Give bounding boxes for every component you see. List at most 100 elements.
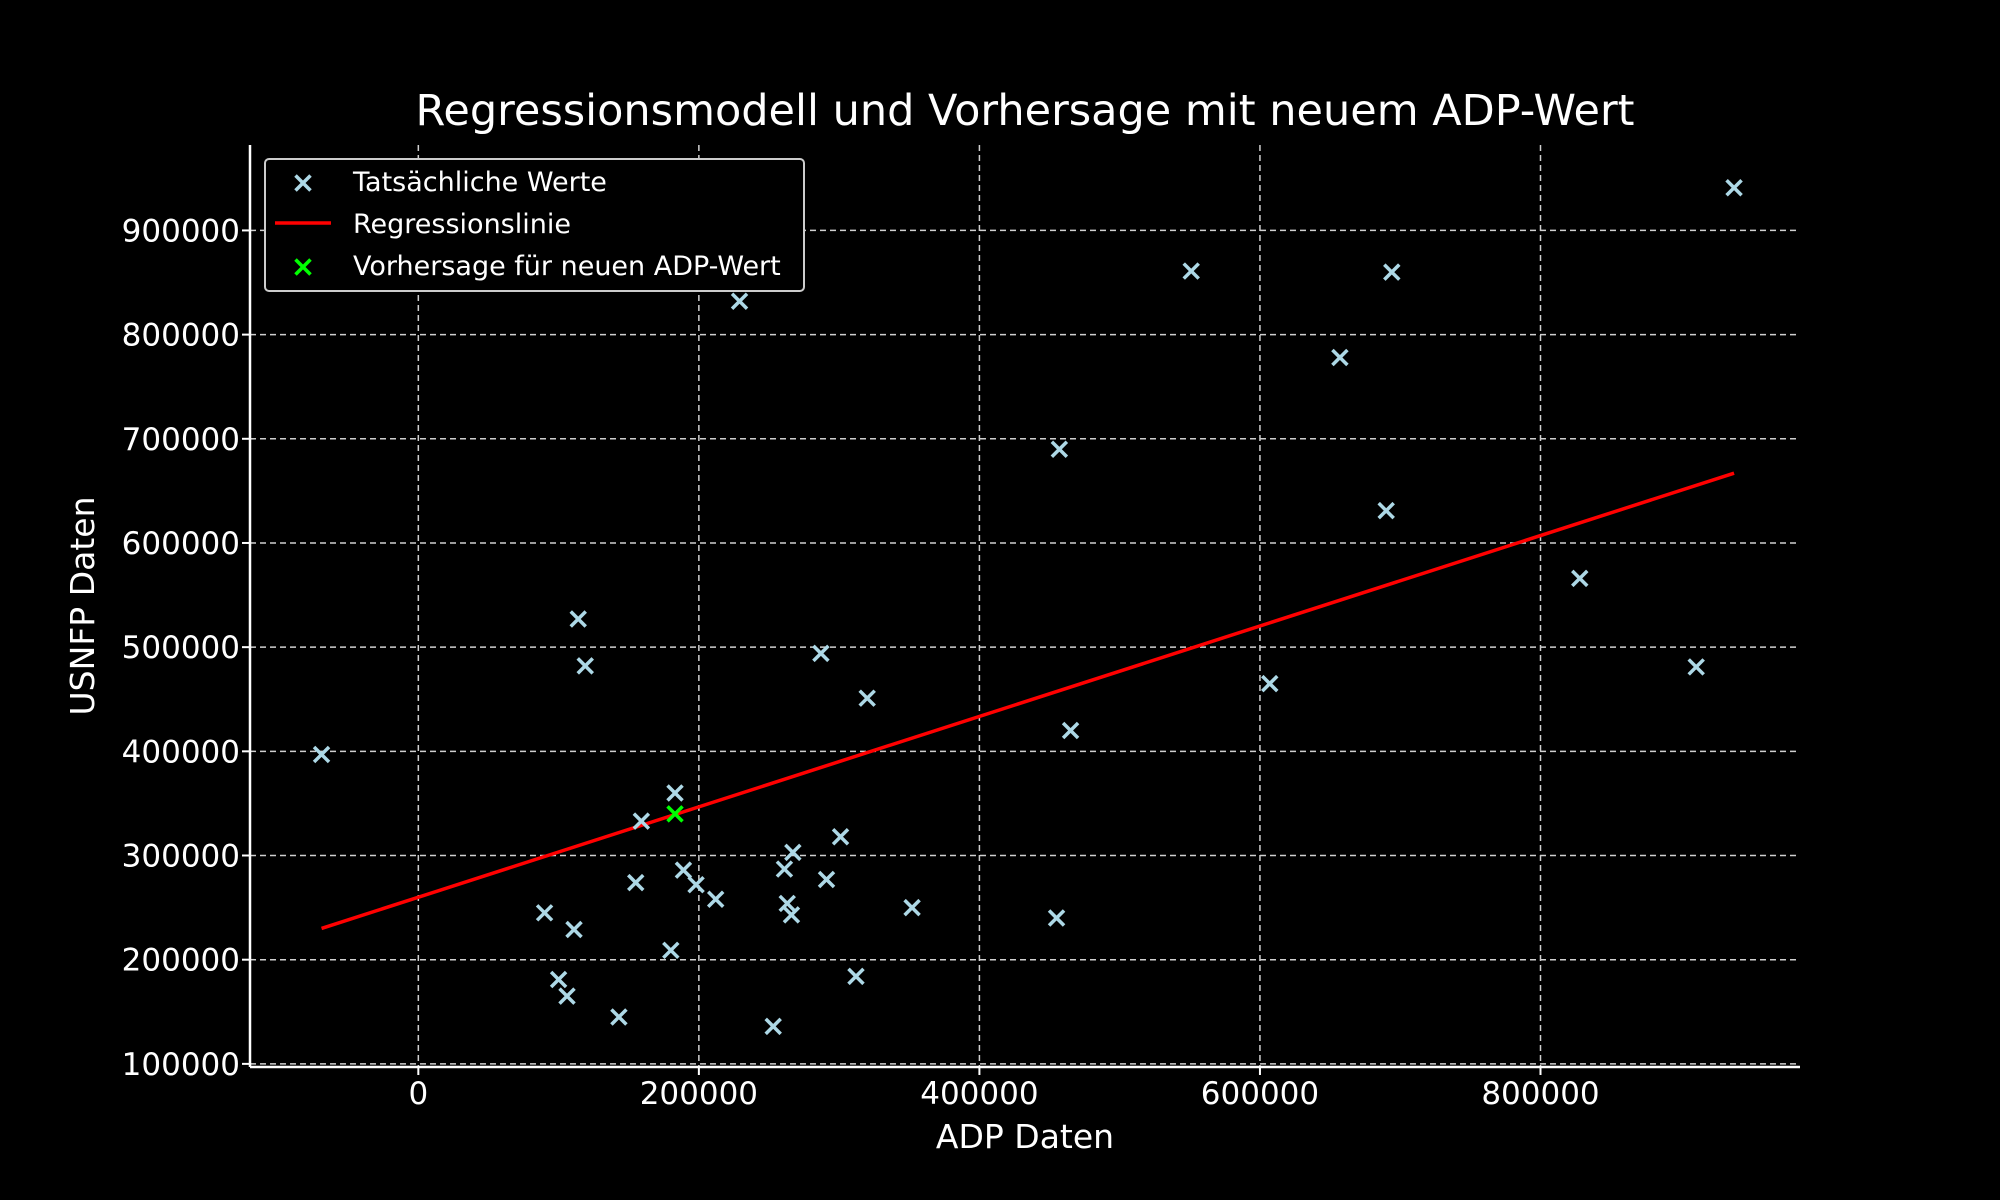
- y-tick-label: 200000: [122, 943, 240, 979]
- x-marker-stroke: [1261, 674, 1279, 693]
- x-marker-stroke: [1182, 262, 1200, 280]
- y-tick-label: 900000: [122, 213, 240, 249]
- data-point: [569, 610, 587, 628]
- scatter-layer: [312, 178, 1743, 1036]
- y-tick-label: 600000: [122, 526, 240, 562]
- x-marker-stroke: [1687, 658, 1705, 676]
- legend-label-prediction: Vorhersage für neuen ADP-Wert: [353, 251, 781, 282]
- legend-label-actual: Tatsächliche Werte: [352, 167, 607, 198]
- x-marker-stroke: [1571, 569, 1589, 588]
- data-point: [847, 967, 865, 986]
- x-marker-stroke: [294, 174, 312, 192]
- x-marker-stroke: [858, 689, 876, 707]
- x-marker-stroke: [632, 812, 651, 830]
- x-ticks: 0 200000 400000 600000 800000: [408, 1067, 1600, 1112]
- regression-line: [321, 471, 1735, 931]
- data-point: [831, 828, 850, 846]
- x-marker-stroke: [627, 873, 645, 892]
- x-marker-stroke: [666, 784, 684, 802]
- data-point: [903, 898, 921, 917]
- legend: Tatsächliche Werte Regressionslinie Vorh…: [264, 158, 805, 292]
- data-point: [662, 941, 680, 960]
- data-point: [858, 689, 876, 707]
- x-marker-stroke: [847, 967, 865, 986]
- y-ticks: 100000 200000 300000 400000 500000 600000 7000…: [122, 213, 250, 1083]
- data-point: [817, 870, 836, 889]
- y-tick-label: 300000: [122, 839, 240, 875]
- data-point: [1687, 658, 1705, 676]
- x-marker-stroke: [569, 610, 587, 628]
- x-marker-stroke: [687, 875, 705, 894]
- y-tick-label: 800000: [122, 318, 240, 354]
- data-point: [674, 861, 693, 879]
- legend-box: [264, 158, 805, 292]
- data-point: [549, 970, 568, 989]
- x-marker-stroke: [817, 870, 836, 889]
- data-point: [1383, 263, 1401, 281]
- data-point: [764, 1017, 782, 1036]
- prediction-point: [666, 805, 684, 823]
- data-point: [1182, 262, 1200, 280]
- data-point: [730, 292, 749, 311]
- x-tick-label: 600000: [1201, 1076, 1319, 1112]
- legend-x-marker: [294, 258, 312, 276]
- x-marker-stroke: [662, 941, 680, 960]
- data-point: [610, 1008, 628, 1026]
- data-point: [1261, 674, 1279, 693]
- y-tick-label: 100000: [122, 1047, 240, 1083]
- data-point: [1331, 348, 1349, 367]
- x-marker-stroke: [294, 258, 312, 276]
- x-marker-stroke: [706, 890, 725, 909]
- x-tick-label: 0: [408, 1076, 428, 1112]
- legend-item-actual: Tatsächliche Werte: [294, 167, 607, 198]
- data-point: [535, 904, 554, 922]
- legend-marker-prediction: [294, 258, 312, 276]
- x-marker-stroke: [1331, 348, 1349, 367]
- x-marker-stroke: [1047, 909, 1066, 927]
- x-marker-stroke: [775, 860, 794, 878]
- regression-layer: [321, 471, 1735, 931]
- legend-marker-actual: [294, 174, 312, 192]
- x-tick-label: 800000: [1481, 1076, 1599, 1112]
- x-marker-stroke: [558, 987, 576, 1005]
- data-point: [775, 860, 794, 878]
- data-point: [784, 843, 802, 862]
- x-marker-stroke: [666, 805, 684, 823]
- x-marker-stroke: [1061, 721, 1080, 740]
- y-tick-label: 700000: [122, 422, 240, 458]
- x-marker-stroke: [730, 292, 749, 311]
- data-point: [812, 644, 830, 663]
- data-point: [778, 894, 796, 913]
- data-point: [1050, 440, 1069, 458]
- x-marker-stroke: [674, 861, 693, 879]
- x-marker-stroke: [549, 970, 568, 989]
- x-marker-stroke: [312, 745, 331, 764]
- legend-item-regression: Regressionslinie: [275, 209, 571, 240]
- x-marker-stroke: [764, 1017, 782, 1036]
- x-marker-stroke: [1050, 440, 1069, 458]
- chart-title: Regressionsmodell und Vorhersage mit neu…: [415, 86, 1634, 136]
- x-marker-stroke: [610, 1008, 628, 1026]
- x-marker-stroke: [812, 644, 830, 663]
- data-point: [782, 906, 801, 924]
- x-marker-stroke: [782, 906, 801, 924]
- x-tick-label: 400000: [920, 1076, 1038, 1112]
- data-point: [1061, 721, 1080, 740]
- x-marker-stroke: [1377, 501, 1395, 520]
- data-point: [706, 890, 725, 909]
- x-marker-stroke: [565, 920, 583, 939]
- y-tick-label: 500000: [122, 630, 240, 666]
- data-point: [1047, 909, 1066, 927]
- data-point: [687, 875, 705, 894]
- data-point: [1571, 569, 1589, 588]
- x-tick-label: 200000: [640, 1076, 758, 1112]
- data-point: [558, 987, 576, 1005]
- legend-x-marker: [294, 174, 312, 192]
- x-marker-stroke: [1725, 178, 1743, 197]
- grid: [250, 145, 1800, 1067]
- x-marker-stroke: [535, 904, 554, 922]
- data-point: [565, 920, 583, 939]
- data-point: [632, 812, 651, 830]
- x-marker-stroke: [784, 843, 802, 862]
